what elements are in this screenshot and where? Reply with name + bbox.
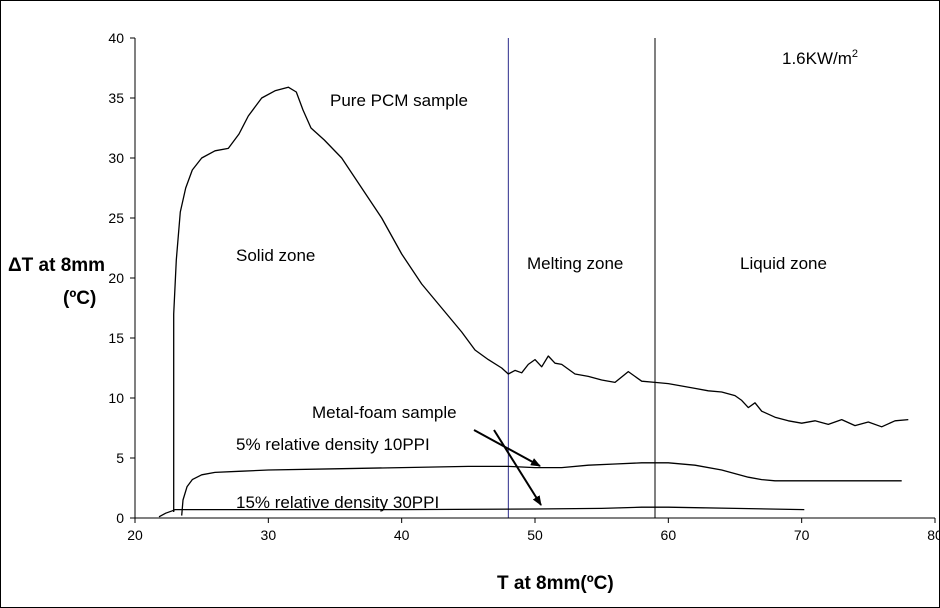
- foam-5pct-curve: [181, 462, 902, 516]
- x-tick-label: 40: [394, 527, 410, 543]
- y-tick-label: 10: [108, 390, 124, 406]
- zone-boundaries: [507, 38, 656, 518]
- pure-pcm-label: Pure PCM sample: [330, 91, 468, 110]
- y-tick-label: 35: [108, 90, 124, 106]
- y-tick-label: 15: [108, 330, 124, 346]
- heat-flux-superscript: 2: [852, 48, 858, 60]
- foam-5pct-label: 5% relative density 10PPI: [236, 435, 430, 454]
- x-tick-label: 70: [794, 527, 810, 543]
- heat-flux-label: 1.6KW/m2: [782, 48, 858, 68]
- x-tick-label: 80: [927, 527, 940, 543]
- arrow-to-15pct-curve: [493, 429, 542, 506]
- solid-zone-label: Solid zone: [236, 246, 315, 265]
- arrow-to-5pct-curve: [473, 429, 541, 467]
- x-tick-label: 60: [661, 527, 677, 543]
- liquid-zone-label: Liquid zone: [740, 254, 827, 273]
- y-axis-title-line1: ΔT at 8mm: [8, 255, 105, 276]
- y-tick-label: 30: [108, 150, 124, 166]
- x-tick-label: 20: [127, 527, 143, 543]
- y-tick-label: 20: [108, 270, 124, 286]
- y-tick-label: 40: [108, 30, 124, 46]
- heat-flux-text: 1.6KW/m: [782, 49, 852, 68]
- melting-zone-label: Melting zone: [527, 254, 623, 273]
- series-layer: [158, 86, 909, 518]
- y-tick-label: 0: [116, 510, 124, 526]
- y-ticks: 0 5 10 15 20 25 30 35 40: [108, 30, 135, 526]
- y-tick-label: 25: [108, 210, 124, 226]
- x-axis-title: T at 8mm(ºC): [497, 573, 614, 594]
- y-tick-label: 5: [116, 450, 124, 466]
- metal-foam-label: Metal-foam sample: [312, 403, 457, 422]
- pure-pcm-curve: [173, 86, 909, 512]
- foam-15pct-label: 15% relative density 30PPI: [236, 493, 439, 512]
- x-ticks: 20 30 40 50 60 70 80: [127, 518, 940, 543]
- y-axis-title-line2: (ºC): [63, 288, 96, 309]
- x-tick-label: 50: [527, 527, 543, 543]
- x-tick-label: 30: [261, 527, 277, 543]
- foam-15pct-curve: [158, 506, 805, 518]
